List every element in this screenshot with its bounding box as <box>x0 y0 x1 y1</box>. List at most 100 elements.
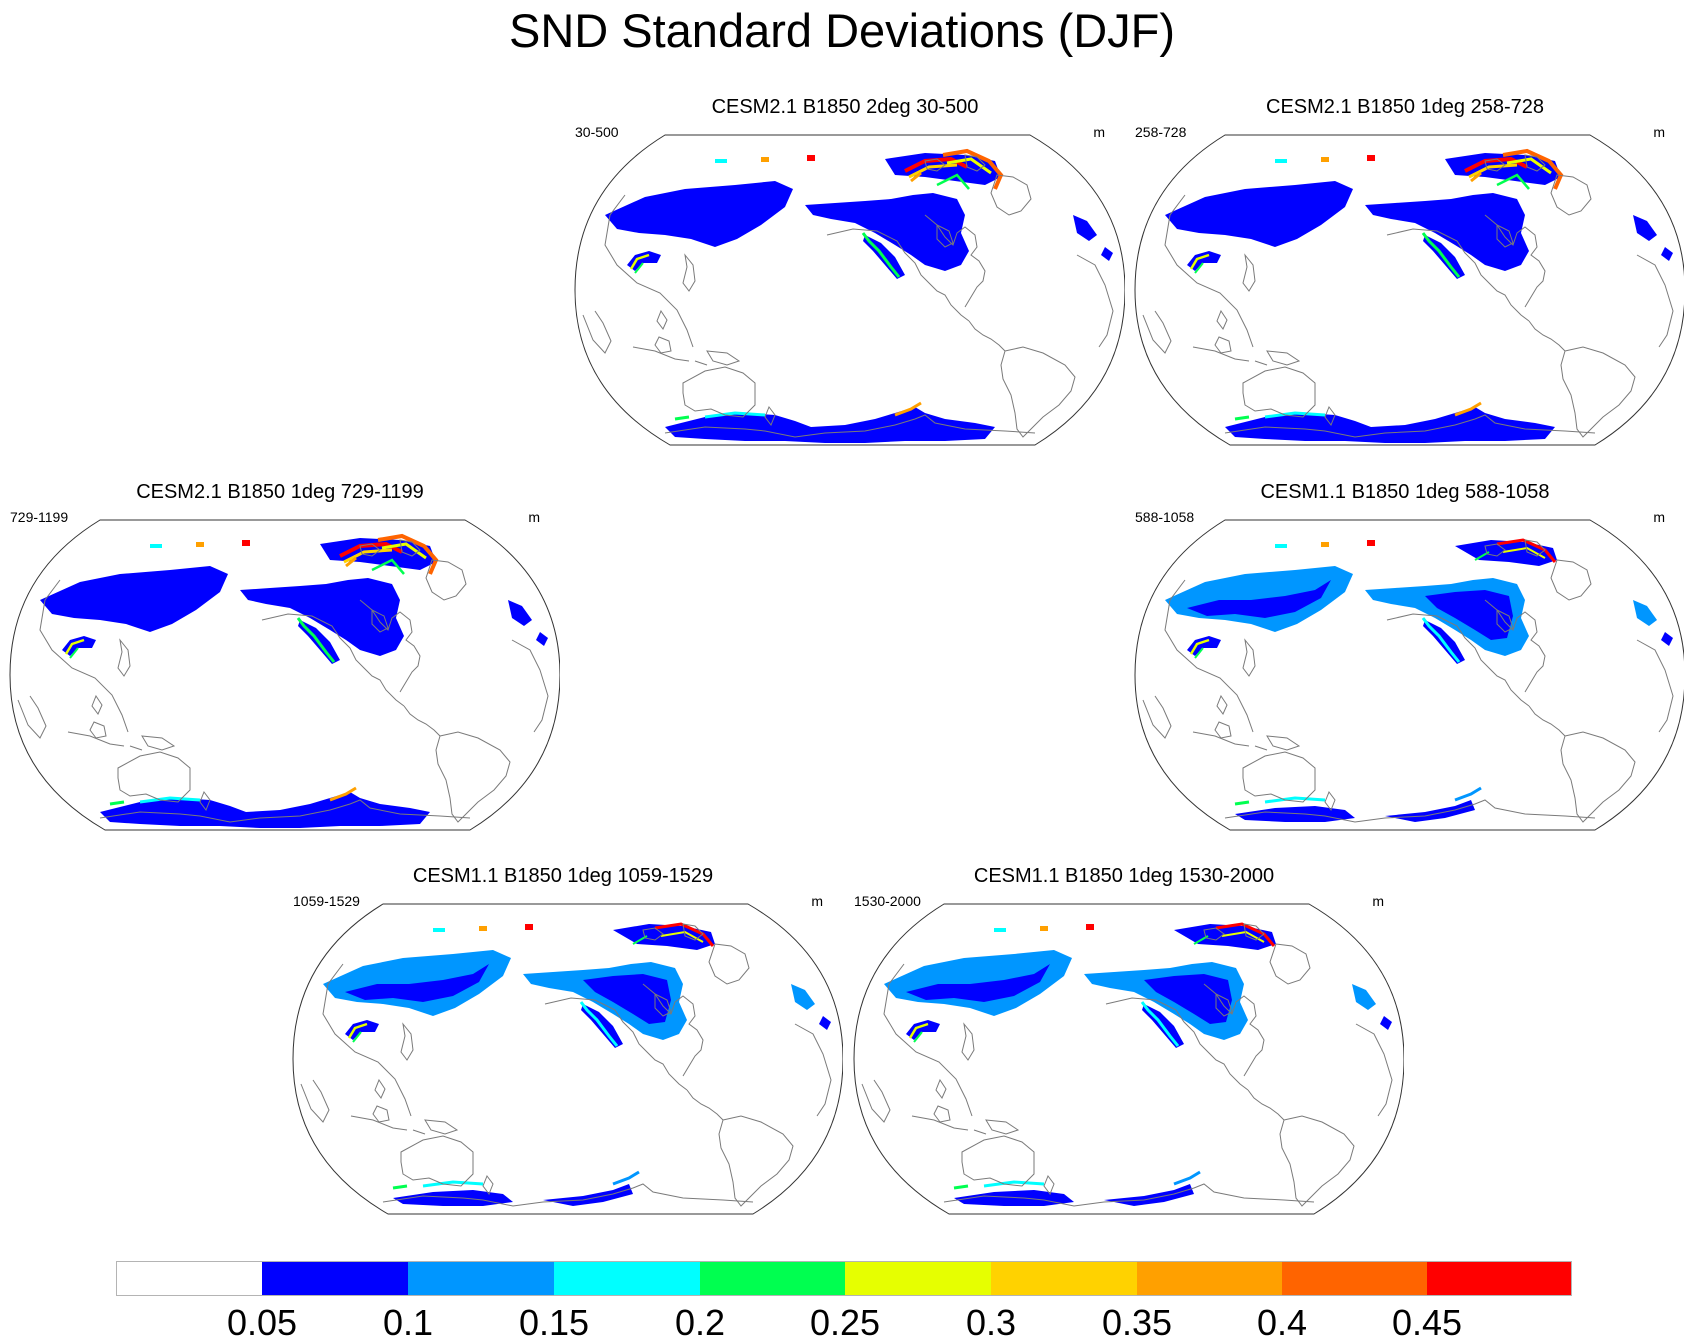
snow-ridge-arctic-4 <box>381 542 427 560</box>
snow-ridge-antarctica-2 <box>329 786 357 802</box>
snow-field-europe <box>1633 600 1657 626</box>
coastline <box>374 1078 386 1099</box>
colorbar-swatch <box>991 1261 1137 1296</box>
coastline <box>359 543 381 557</box>
coastline <box>990 174 1032 216</box>
colorbar-swatch <box>1427 1261 1572 1296</box>
coastline <box>117 638 131 677</box>
colorbar-label: 0.25 <box>809 1302 881 1343</box>
snow-ridge-arctic-6 <box>910 171 922 183</box>
coastline <box>1524 154 1546 172</box>
coastline <box>654 993 672 1017</box>
coastline <box>1215 993 1233 1017</box>
coastline <box>706 350 741 366</box>
coastline <box>582 310 612 354</box>
snow-ridge-antarctica-3 <box>953 1184 969 1190</box>
coastline <box>359 599 421 693</box>
snow-ridge-rockies <box>1140 1001 1180 1047</box>
panel-title: CESM1.1 B1850 1deg 1530-2000 <box>973 865 1275 887</box>
coastline <box>39 579 129 733</box>
coastline <box>935 1078 947 1099</box>
coastline <box>1484 214 1546 308</box>
coastline <box>1164 194 1254 348</box>
colorbar-label: 0.05 <box>226 1302 298 1343</box>
colorbar-swatch <box>700 1261 845 1296</box>
colorbar-label: 0.3 <box>965 1302 1017 1343</box>
coastline <box>1142 695 1172 739</box>
coastline <box>511 639 549 733</box>
panel-title: CESM2.1 B1850 2deg 30-500 <box>711 96 979 118</box>
snow-ridge-antarctica-3 <box>1234 800 1250 806</box>
snow-ridge-antarctica-1 <box>422 1180 484 1188</box>
snow-field-tibet <box>1187 251 1221 271</box>
panel-units: m <box>811 893 823 909</box>
snow-ridge-arctic-5 <box>1496 173 1530 190</box>
world-map <box>292 903 843 1215</box>
map-panel: CESM2.1 B1850 1deg 258-728 258-728 m <box>1125 95 1684 455</box>
snow-ridge-tibet-inner <box>69 647 79 659</box>
snow-depth-field <box>1165 538 1673 822</box>
snow-patch-europe <box>1380 1016 1392 1030</box>
snow-ridge-tibet <box>347 1022 368 1039</box>
snow-field-north-america-core <box>1425 590 1513 640</box>
coastline <box>1636 254 1674 348</box>
coastline <box>67 731 143 751</box>
snow-ridge-arctic-5 <box>936 173 970 190</box>
coastline <box>1528 320 1566 352</box>
snow-field-tibet <box>1187 636 1221 656</box>
snow-patch-island <box>1367 155 1375 161</box>
snow-patch-island <box>242 540 250 546</box>
snow-ridge-tibet-inner <box>1194 262 1204 274</box>
map-frame <box>9 519 560 831</box>
coastline <box>544 997 688 1091</box>
coastline <box>943 1183 1315 1207</box>
snow-field-asia-core <box>345 964 489 1002</box>
snow-ridge-rockies <box>579 1001 619 1047</box>
snow-ridge-arctic-2 <box>343 548 393 564</box>
snow-ridge-antarctica-3 <box>674 415 690 421</box>
snow-ridge-rockies <box>1421 232 1461 278</box>
snow-ridge-tibet-inner <box>352 1031 362 1043</box>
coastline <box>654 336 672 354</box>
coastline <box>261 613 405 707</box>
snow-ridge-antarctica-2 <box>1454 401 1482 417</box>
coastline <box>1203 983 1265 1077</box>
snow-field-north-america-core <box>1425 205 1513 255</box>
coastline <box>1355 1023 1393 1117</box>
snow-field-europe <box>1633 215 1657 241</box>
coastline <box>1528 705 1566 737</box>
coastline <box>424 1119 459 1135</box>
panel-title: CESM2.1 B1850 1deg 729-1199 <box>136 481 424 503</box>
snow-ridge-arctic-4 <box>1506 157 1552 175</box>
snow-field-europe <box>1073 215 1097 241</box>
coastline <box>141 735 176 751</box>
snow-field-tibet <box>627 251 661 271</box>
panel-year-range: 729-1199 <box>10 509 69 525</box>
coastline <box>924 158 946 172</box>
map-frame <box>1134 134 1684 446</box>
snow-ridge-arctic-5 <box>371 558 405 575</box>
snow-ridge-antarctica-3 <box>1234 415 1250 421</box>
coastline <box>400 1135 474 1187</box>
colorbar-label: 0.1 <box>382 1302 434 1343</box>
coastline <box>682 923 704 941</box>
snow-patch-europe <box>1661 247 1673 261</box>
snow-ridge-rockies <box>861 232 901 278</box>
coastline <box>604 194 694 348</box>
snow-patch-island <box>479 926 487 931</box>
coastline <box>961 1135 1035 1187</box>
coastline <box>1214 721 1232 739</box>
snow-field-antarctica <box>1225 407 1555 443</box>
snow-field-antarctica <box>393 1184 633 1206</box>
snow-field-antarctica <box>100 792 430 828</box>
coastline <box>1142 310 1172 354</box>
panel-year-range: 1059-1529 <box>293 893 360 909</box>
coastline <box>1224 799 1596 823</box>
snow-depth-field <box>605 148 1113 443</box>
snow-patch-island <box>1321 542 1329 547</box>
coastline <box>961 1022 975 1061</box>
colorbar-swatch <box>408 1261 554 1296</box>
snow-ridge-arctic-4 <box>946 157 992 175</box>
snow-ridge-arctic-3 <box>1502 148 1564 190</box>
colorbar-swatch <box>1137 1261 1282 1296</box>
